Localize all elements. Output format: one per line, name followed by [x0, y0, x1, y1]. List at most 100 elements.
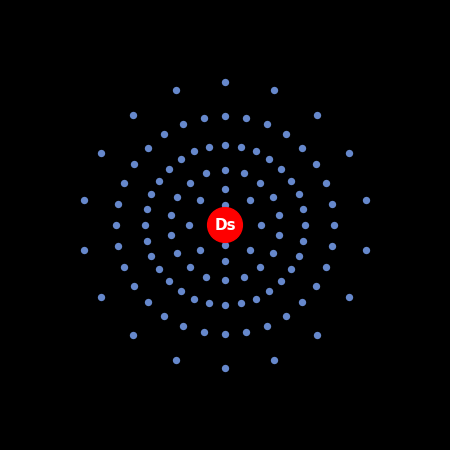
Point	[202, 273, 210, 280]
Point	[200, 114, 207, 121]
Point	[314, 112, 321, 119]
Point	[221, 166, 229, 173]
Point	[312, 282, 319, 289]
Point	[240, 170, 248, 177]
Point	[295, 191, 302, 198]
Point	[185, 221, 193, 229]
Point	[282, 130, 289, 138]
Point	[247, 196, 254, 203]
Point	[221, 185, 229, 193]
Point	[257, 221, 265, 229]
Point	[221, 257, 229, 265]
Point	[257, 179, 264, 186]
Point	[257, 264, 264, 271]
Point	[155, 177, 162, 184]
Point	[221, 78, 229, 86]
Point	[200, 329, 207, 336]
Point	[270, 356, 278, 363]
Point	[269, 249, 276, 256]
Point	[323, 180, 330, 187]
Point	[278, 278, 285, 285]
Point	[252, 295, 259, 302]
Point	[329, 243, 336, 250]
Point	[346, 293, 353, 300]
Point	[206, 143, 213, 150]
Point	[81, 197, 88, 204]
Point	[252, 148, 259, 155]
Point	[161, 312, 168, 319]
Point	[114, 243, 121, 250]
Point	[299, 299, 306, 306]
Point	[172, 356, 180, 363]
Point	[221, 277, 229, 284]
Point	[129, 331, 136, 338]
Point	[331, 221, 338, 229]
Point	[314, 331, 321, 338]
Point	[120, 180, 127, 187]
Point	[172, 87, 180, 94]
Point	[312, 161, 319, 168]
Point	[130, 282, 138, 289]
Point	[177, 288, 184, 295]
Point	[97, 150, 104, 157]
Point	[196, 247, 203, 254]
Point	[174, 194, 181, 201]
Point	[180, 323, 187, 330]
Point	[276, 231, 283, 238]
Circle shape	[207, 207, 243, 243]
Point	[144, 299, 151, 306]
Point	[240, 273, 248, 280]
Point	[346, 150, 353, 157]
Point	[362, 197, 369, 204]
Point	[114, 200, 121, 207]
Point	[221, 201, 229, 208]
Point	[155, 266, 162, 273]
Point	[167, 212, 174, 219]
Point	[300, 206, 307, 213]
Point	[148, 191, 155, 198]
Point	[165, 278, 172, 285]
Point	[167, 231, 174, 238]
Point	[266, 288, 273, 295]
Point	[81, 246, 88, 253]
Point	[221, 364, 229, 372]
Point	[270, 87, 278, 94]
Point	[180, 120, 187, 127]
Point	[295, 252, 302, 259]
Point	[221, 112, 229, 119]
Point	[329, 200, 336, 207]
Point	[112, 221, 119, 229]
Point	[161, 130, 168, 138]
Point	[263, 120, 270, 127]
Point	[144, 144, 151, 151]
Point	[243, 114, 250, 121]
Point	[174, 249, 181, 256]
Point	[196, 196, 203, 203]
Point	[278, 165, 285, 172]
Point	[177, 155, 184, 162]
Point	[221, 142, 229, 149]
Point	[142, 221, 149, 229]
Point	[206, 300, 213, 307]
Point	[323, 263, 330, 270]
Point	[143, 237, 150, 244]
Point	[288, 177, 295, 184]
Point	[186, 264, 193, 271]
Point	[148, 252, 155, 259]
Point	[362, 246, 369, 253]
Point	[97, 293, 104, 300]
Point	[202, 170, 210, 177]
Point	[129, 112, 136, 119]
Point	[247, 247, 254, 254]
Point	[299, 144, 306, 151]
Point	[282, 312, 289, 319]
Point	[130, 161, 138, 168]
Point	[266, 155, 273, 162]
Point	[165, 165, 172, 172]
Point	[237, 143, 244, 150]
Point	[243, 329, 250, 336]
Point	[120, 263, 127, 270]
Point	[191, 295, 198, 302]
Point	[300, 237, 307, 244]
Point	[237, 300, 244, 307]
